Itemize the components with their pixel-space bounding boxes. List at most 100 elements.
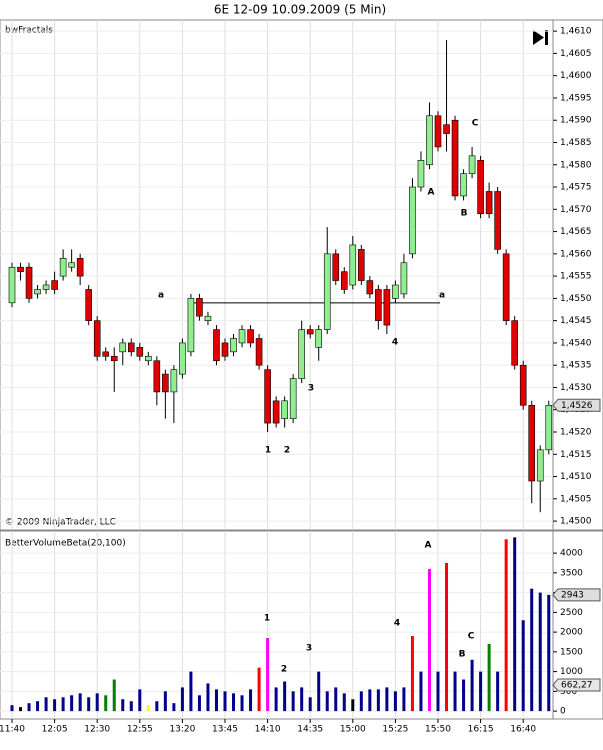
candle-body — [281, 400, 288, 419]
annotation: B — [459, 650, 466, 660]
volume-bar — [70, 695, 74, 712]
candle-body — [289, 378, 297, 419]
volume-bar — [521, 620, 525, 712]
candle-body — [443, 124, 450, 134]
candle-body — [528, 404, 536, 482]
annotation: 2 — [284, 446, 290, 456]
annotation: 4 — [392, 338, 398, 348]
volume-bar — [44, 697, 48, 712]
candle-body — [426, 115, 433, 166]
current-label: 1,4526 — [561, 401, 593, 411]
volume-bar — [146, 705, 150, 712]
play-icon[interactable] — [533, 30, 548, 45]
volume-bar — [257, 667, 261, 712]
current-box — [552, 678, 601, 692]
annotation: A — [425, 541, 432, 551]
volume-bar — [155, 701, 159, 712]
volume-bar — [470, 659, 474, 712]
volume-bar — [419, 671, 423, 712]
candle-body — [59, 257, 67, 277]
y-tick-label: 1,4575 — [560, 183, 592, 193]
volume-bar — [163, 691, 167, 712]
volume-bar — [266, 638, 270, 712]
x-tick-label: 16:15 — [468, 725, 494, 735]
candle-body — [110, 355, 118, 362]
volume-bar — [232, 693, 236, 712]
volume-bar — [385, 687, 389, 712]
volume-bar — [223, 691, 227, 712]
candle-body — [358, 249, 365, 281]
volume-bar — [206, 683, 210, 712]
candle-body — [366, 280, 374, 295]
x-tick-label: 15:25 — [382, 725, 408, 735]
candle-body — [340, 271, 348, 290]
candle-body — [451, 119, 459, 197]
x-tick-label: 14:35 — [297, 725, 323, 735]
candle-body — [306, 329, 314, 335]
volume-bar — [445, 562, 449, 712]
annotation: 3 — [306, 644, 312, 654]
candle-body — [502, 253, 510, 321]
candle-body — [119, 342, 127, 353]
candle-body — [145, 355, 152, 362]
candle-body — [315, 329, 323, 348]
candle-body — [375, 289, 382, 321]
x-tick-label: 12:05 — [42, 725, 68, 735]
candle-body — [8, 266, 16, 304]
volume-bar — [78, 693, 82, 712]
x-tick-label: 12:30 — [84, 725, 110, 735]
x-tick-label: 16:40 — [510, 725, 536, 735]
y-tick-label: 1,4605 — [560, 49, 592, 59]
volume-bar — [504, 539, 508, 712]
y-tick-label: 1,4500 — [560, 517, 592, 527]
candle-body — [332, 253, 340, 281]
candle-body — [536, 449, 544, 482]
x-tick-label: 11:40 — [0, 725, 25, 735]
annotation: 2 — [281, 665, 287, 675]
volume-bar — [427, 568, 431, 712]
candle-body — [76, 257, 84, 277]
y-tick-label: 1,4610 — [560, 27, 592, 37]
candle-body — [179, 342, 186, 375]
volume-bar — [19, 707, 23, 712]
volume-bar — [368, 689, 372, 712]
candle-body — [519, 364, 527, 406]
volume-bar — [402, 687, 406, 712]
candle-body — [25, 266, 33, 299]
candle-body — [272, 400, 280, 424]
volume-bar — [359, 691, 363, 712]
x-tick-label: 14:10 — [255, 725, 281, 735]
volume-bar — [189, 671, 193, 712]
volume-bar — [249, 689, 253, 712]
y-tick-label: 1,4515 — [560, 450, 592, 460]
y-tick-label: 4000 — [560, 549, 583, 559]
candle-body — [392, 284, 399, 299]
volume-bar — [538, 592, 542, 712]
volume-bar — [479, 671, 483, 712]
y-tick-label: 2000 — [560, 628, 583, 638]
y-tick-label: 1,4560 — [560, 249, 592, 259]
candle-body — [460, 173, 467, 197]
candle-body — [230, 338, 237, 353]
candle-body — [409, 186, 416, 255]
volume-bar — [513, 537, 517, 712]
chart-title: 6E 12-09 10.09.2009 (5 Min) — [214, 3, 386, 17]
candle-body — [127, 342, 135, 353]
candle-body — [213, 329, 220, 362]
x-tick-label: 15:00 — [340, 725, 366, 735]
volume-bar — [112, 679, 116, 712]
indicator-label: bwFractals — [5, 26, 53, 36]
candle-body — [383, 289, 391, 326]
volume-bar — [10, 705, 14, 712]
volume-bar — [325, 691, 329, 712]
volume-bar — [487, 643, 491, 712]
y-tick-label: 0 — [560, 707, 566, 717]
volume-bar — [351, 699, 355, 712]
candle-body — [298, 329, 305, 379]
y-tick-label: 1,4540 — [560, 338, 592, 348]
candle-body — [400, 262, 408, 295]
volume-pane — [0, 530, 603, 720]
candle-body — [323, 253, 331, 330]
candle-body — [247, 329, 254, 344]
